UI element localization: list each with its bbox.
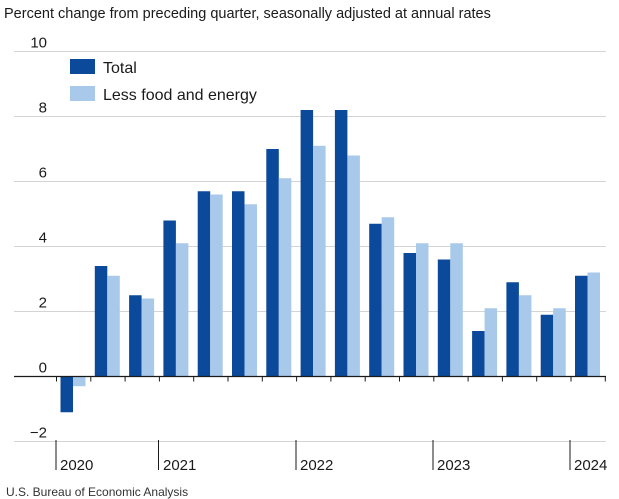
bar-total-2022-q1 bbox=[266, 149, 279, 377]
y-tick-label: 8 bbox=[39, 100, 47, 117]
bar-core-2023-q3 bbox=[484, 308, 498, 377]
bar-core-2021-q3 bbox=[210, 194, 223, 377]
bar-total-2021-q3 bbox=[197, 191, 211, 377]
bar-core-2024-q1 bbox=[553, 308, 566, 377]
bar-total-2023-q3 bbox=[472, 331, 485, 377]
bar-core-2021-q1 bbox=[141, 298, 155, 377]
y-tick-label: 2 bbox=[39, 295, 47, 312]
y-tick-label: 4 bbox=[39, 230, 47, 247]
bar-total-2021-q1 bbox=[129, 295, 142, 377]
bar-total-2023-q1 bbox=[403, 253, 416, 377]
bar-core-2022-q3 bbox=[347, 155, 360, 377]
bar-core-2021-q2 bbox=[175, 243, 189, 377]
bar-core-2020-q4 bbox=[107, 275, 120, 377]
legend-label: Less food and energy bbox=[103, 87, 257, 104]
year-label: 2020 bbox=[60, 457, 93, 474]
legend-label: Total bbox=[103, 60, 137, 77]
bar-total-2024-q2 bbox=[575, 275, 588, 377]
year-label: 2022 bbox=[300, 457, 333, 474]
bar-core-2023-q1 bbox=[416, 243, 429, 377]
y-axis-ticks: −2 0 2 4 6 8 10 bbox=[30, 35, 47, 442]
bar-total-2021-q4 bbox=[232, 191, 245, 377]
y-tick-label: 6 bbox=[39, 165, 47, 182]
bar-total-2020-q3 bbox=[60, 376, 73, 413]
bar-core-2022-q1 bbox=[278, 178, 292, 377]
bar-core-2021-q4 bbox=[244, 204, 257, 377]
bar-total-2024-q1 bbox=[540, 314, 554, 377]
year-label: 2024 bbox=[574, 457, 607, 474]
bar-total-2023-q2 bbox=[437, 259, 451, 377]
chart-subtitle: Percent change from preceding quarter, s… bbox=[4, 6, 491, 22]
y-tick-label: 0 bbox=[39, 360, 47, 377]
source-note: U.S. Bureau of Economic Analysis bbox=[6, 485, 189, 499]
legend-swatch bbox=[70, 86, 95, 101]
year-label: 2021 bbox=[163, 457, 196, 474]
bar-core-2022-q2 bbox=[313, 145, 326, 377]
legend-swatch bbox=[70, 59, 95, 74]
bar-total-2021-q2 bbox=[163, 220, 176, 377]
y-tick-label: 10 bbox=[30, 35, 47, 52]
year-label: 2023 bbox=[437, 457, 470, 474]
bar-chart: −2 0 2 4 6 8 10 2020 2021 2022 2023 2024 Total Less… bbox=[14, 35, 607, 474]
y-tick-label: −2 bbox=[30, 425, 47, 442]
bar-core-2023-q4 bbox=[518, 295, 532, 377]
bar-total-2023-q4 bbox=[506, 282, 519, 377]
bar-total-2022-q3 bbox=[334, 110, 348, 377]
bar-total-2022-q2 bbox=[300, 110, 314, 377]
bar-core-2024-q2 bbox=[587, 272, 600, 377]
bar-core-2020-q3 bbox=[73, 376, 86, 387]
bar-core-2022-q4 bbox=[381, 217, 395, 377]
bars bbox=[60, 110, 600, 413]
bar-total-2022-q4 bbox=[369, 223, 382, 377]
legend: Total Less food and energy bbox=[70, 59, 257, 104]
x-axis: 2020 2021 2022 2023 2024 bbox=[14, 375, 607, 474]
bar-total-2020-q4 bbox=[94, 266, 108, 377]
bar-core-2023-q2 bbox=[450, 243, 463, 377]
